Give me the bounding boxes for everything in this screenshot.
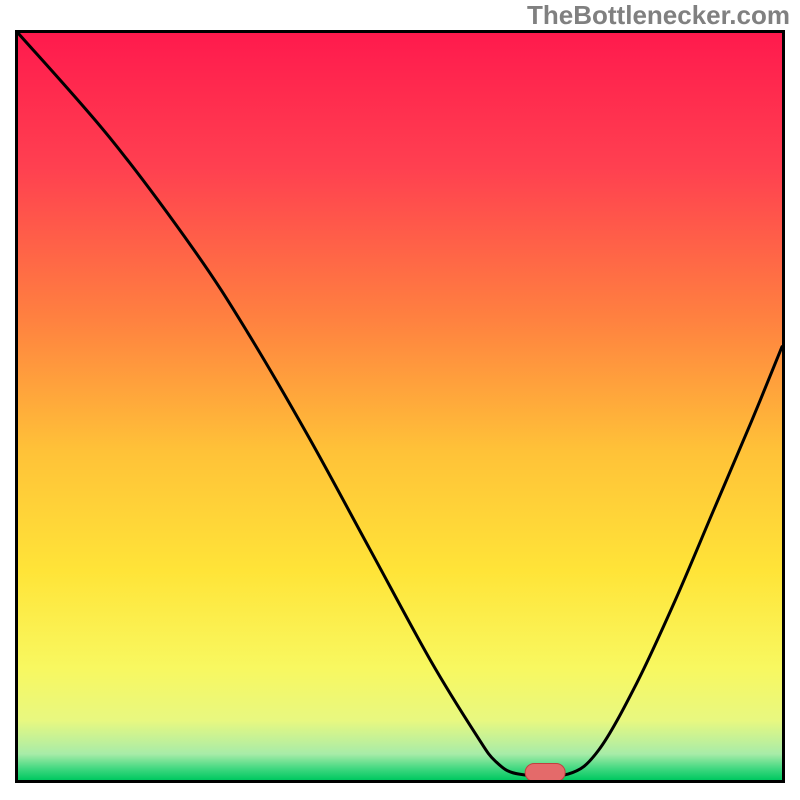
gradient-background (18, 33, 782, 780)
optimum-marker (525, 764, 565, 782)
gradient-chart-svg (0, 0, 800, 800)
watermark-text: TheBottlenecker.com (527, 0, 790, 31)
chart-canvas: TheBottlenecker.com (0, 0, 800, 800)
